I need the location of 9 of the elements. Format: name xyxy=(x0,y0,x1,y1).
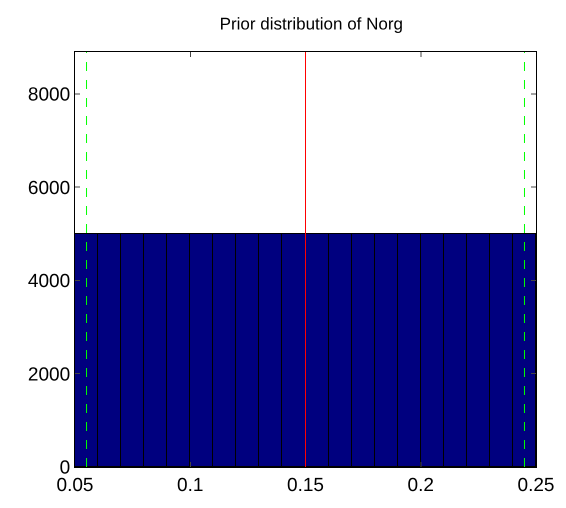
x-tick-label: 0.15 xyxy=(287,474,324,496)
y-tick-label: 6000 xyxy=(28,178,70,199)
y-tick-label: 4000 xyxy=(28,271,70,292)
x-tick-label: 0.25 xyxy=(518,474,554,496)
chart-title: Prior distribution of Norg xyxy=(220,14,403,34)
y-tick-label: 8000 xyxy=(28,84,70,106)
y-tick-label: 2000 xyxy=(28,364,70,386)
x-tick-label: 0.2 xyxy=(408,474,434,496)
x-tick-label: 0.1 xyxy=(177,474,204,496)
